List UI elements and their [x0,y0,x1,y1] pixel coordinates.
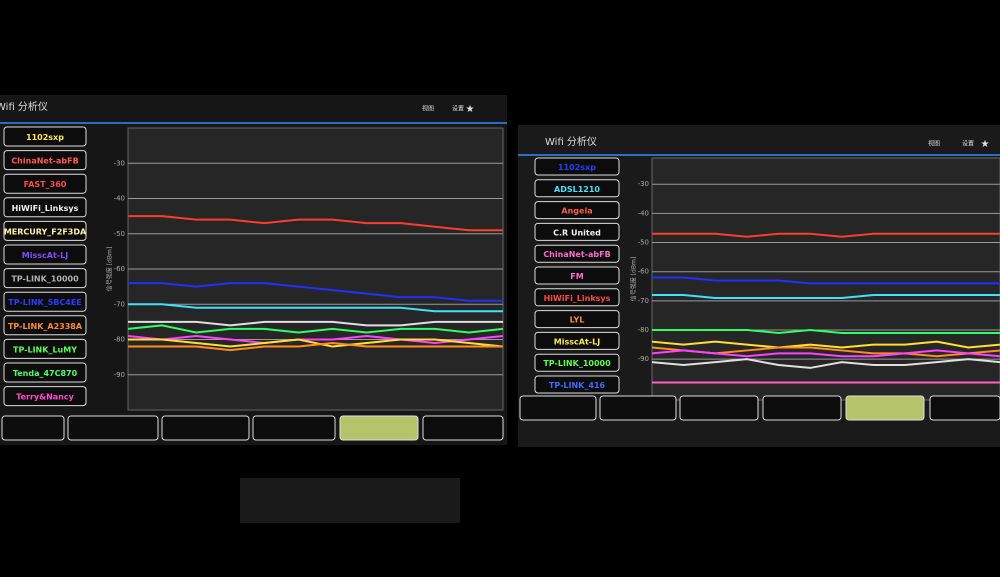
y-tick-label: -90 [114,371,125,379]
network-button[interactable] [3,220,87,241]
network-button[interactable] [3,268,87,289]
network-button[interactable] [534,244,620,263]
network-button[interactable] [3,197,87,218]
app-title: Wifi 分析仪 [0,100,48,113]
y-tick-label: -90 [638,355,649,363]
network-button[interactable] [3,173,87,194]
signal-line [652,329,1000,334]
network-button[interactable] [3,386,87,407]
tab-button[interactable] [252,415,336,441]
network-name: FAST_360 [24,180,67,189]
network-name: ChinaNet-abFB [11,157,78,166]
y-tick-label: -60 [638,268,649,276]
network-button[interactable] [534,201,620,220]
network-name: C.R United [553,228,601,237]
menu-item[interactable]: 视图 [422,105,434,113]
signal-line [128,303,503,313]
signal-line [128,215,503,232]
y-tick-label: -50 [114,230,125,238]
signal-line [651,349,1000,358]
network-name: MERCURY_F2F3DA [4,227,87,236]
y-tick-label: -30 [114,159,125,167]
signal-line [128,320,503,327]
y-tick-label: -70 [114,300,125,308]
network-name: TP-LINK_10000 [543,359,611,368]
signal-line [128,282,503,302]
network-name: LYL [570,316,585,325]
y-tick-label: -80 [638,326,649,334]
network-button[interactable] [534,353,620,372]
y-tick-label: -50 [638,239,649,247]
tab-button[interactable] [519,395,597,421]
tab-button[interactable] [599,395,677,421]
network-name: MisscAt-LJ [22,251,68,260]
signal-line [652,232,1000,238]
network-button[interactable] [3,315,87,336]
network-button[interactable] [3,244,87,265]
signal-line [651,358,1000,369]
desk-object [240,478,460,523]
network-button[interactable] [534,266,620,285]
app-title: Wifi 分析仪 [545,135,597,148]
y-tick-label: -80 [114,336,125,344]
network-button[interactable] [534,310,620,329]
network-button[interactable] [534,157,620,176]
y-tick-label: -60 [114,265,125,273]
network-name: TP-LINK_A2338A [8,322,83,331]
y-tick-label: -30 [638,180,649,188]
y-axis-label: 信号强度 [dBm] [106,247,114,291]
network-name: MisscAt-LJ [554,337,600,346]
tab-button[interactable] [339,415,419,441]
signal-line [651,340,1000,349]
network-name: Tenda_47C870 [13,369,78,378]
network-button[interactable] [3,126,87,147]
y-tick-label: -40 [638,209,649,217]
network-name: HiWiFi_Linksys [544,294,611,303]
network-button[interactable] [534,331,620,350]
y-axis-label: 信号强度 [dBm] [630,257,638,301]
signal-line [128,338,504,348]
network-button[interactable] [3,362,87,383]
tab-button[interactable] [845,395,925,421]
tab-button[interactable] [762,395,842,421]
menu-item[interactable]: 视图 [928,140,940,148]
network-name: TP-LINK_LuMY [13,345,77,354]
tab-button[interactable] [161,415,250,441]
signal-line [127,324,504,334]
signal-line [652,276,1000,285]
network-button[interactable] [3,338,87,359]
network-name: FM [570,272,583,281]
signal-line [128,342,503,352]
network-name: ADSL1210 [554,185,600,194]
network-name: TP-LINK_10000 [11,275,79,284]
network-name: TP-LINK_416 [549,381,606,390]
signal-line [652,294,1000,299]
tab-button[interactable] [929,395,1000,421]
tab-button[interactable] [679,395,759,421]
network-name: TP-LINK_5BC4EE [8,298,82,307]
network-name: HiWiFi_Linksys [12,204,79,213]
y-tick-label: -40 [114,195,125,203]
network-button[interactable] [3,150,87,171]
tab-button[interactable] [422,415,504,441]
network-name: 1102sxp [26,133,64,142]
network-name: ChinaNet-abFB [543,250,610,259]
network-button[interactable] [3,291,87,312]
signal-line [127,334,504,345]
network-name: Terry&Nancy [16,393,74,402]
star-icon: ★ [981,139,990,150]
menu-item[interactable]: 设置 [962,140,974,148]
menu-item[interactable]: 设置 [452,105,464,113]
network-name: Angela [561,207,592,216]
tab-button[interactable] [1,415,65,441]
network-button[interactable] [534,288,620,307]
network-name: 1102sxp [558,163,596,172]
network-button[interactable] [534,375,620,394]
network-button[interactable] [534,179,620,198]
tab-button[interactable] [67,415,159,441]
star-icon: ★ [466,104,475,115]
network-button[interactable] [534,222,620,241]
y-tick-label: -70 [638,297,649,305]
